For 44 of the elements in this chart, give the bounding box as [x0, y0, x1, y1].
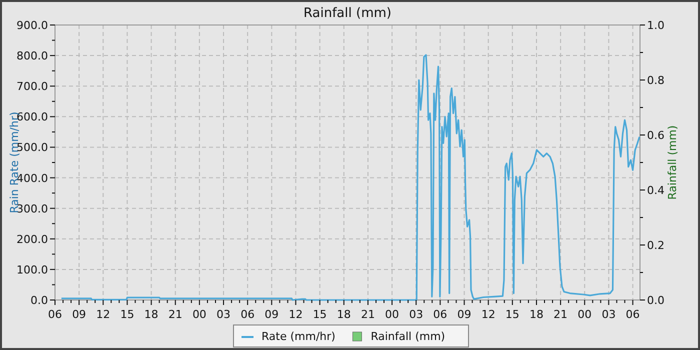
x-tick-label: 18 [336, 308, 351, 321]
x-tick-label: 09 [72, 308, 86, 321]
x-tick-label: 06 [626, 308, 640, 321]
y-tick-label: 400.0 [16, 172, 48, 185]
y2-tick-label: 0.8 [647, 74, 664, 87]
y2-axis-title: Rainfall (mm) [666, 125, 679, 200]
x-tick-label: 03 [602, 308, 616, 321]
y2-tick-label: 0.2 [647, 239, 664, 252]
x-tick-label: 15 [505, 308, 520, 321]
line-series [60, 54, 640, 301]
y-tick-label: 100.0 [16, 263, 48, 276]
x-tick-label: 06 [48, 308, 62, 321]
y-tick-label: 700.0 [16, 80, 48, 94]
x-tick-label: 09 [457, 308, 472, 321]
y-tick-label: 800.0 [16, 50, 48, 63]
x-tick-label: 21 [554, 308, 568, 321]
x-tick-label: 09 [264, 308, 279, 321]
y2-tick-label: 0.6 [647, 129, 664, 142]
y2-tick-label: 0.0 [647, 294, 664, 307]
x-tick-label: 00 [578, 308, 592, 321]
y2-tick-label: 1.0 [647, 19, 664, 32]
x-tick-label: 21 [168, 308, 182, 321]
x-tick-label: 00 [192, 308, 206, 321]
x-tick-label: 15 [120, 308, 134, 321]
y-tick-label: 600.0 [16, 110, 48, 124]
x-tick-label: 03 [409, 308, 424, 321]
x-tick-label: 12 [96, 308, 110, 321]
x-tick-label: 21 [360, 308, 375, 321]
y-tick-label: 200.0 [16, 232, 48, 246]
legend-label: Rainfall (mm) [370, 330, 446, 343]
y-tick-label: 900.0 [16, 19, 48, 32]
x-tick-label: 03 [216, 308, 231, 321]
x-tick-label: 12 [481, 308, 496, 321]
x-tick-label: 06 [240, 308, 255, 321]
legend-label: Rate (mm/hr) [262, 330, 336, 343]
x-tick-label: 12 [288, 308, 303, 321]
chart-title: Rainfall (mm) [304, 6, 392, 21]
y2-tick-label: 0.4 [647, 184, 664, 197]
x-tick-label: 18 [144, 308, 158, 321]
x-tick-label: 00 [385, 308, 400, 321]
x-tick-label: 18 [529, 308, 544, 321]
x-tick-label: 06 [433, 308, 448, 321]
x-tick-label: 15 [312, 308, 327, 321]
y-tick-label: 0.0 [30, 294, 48, 307]
